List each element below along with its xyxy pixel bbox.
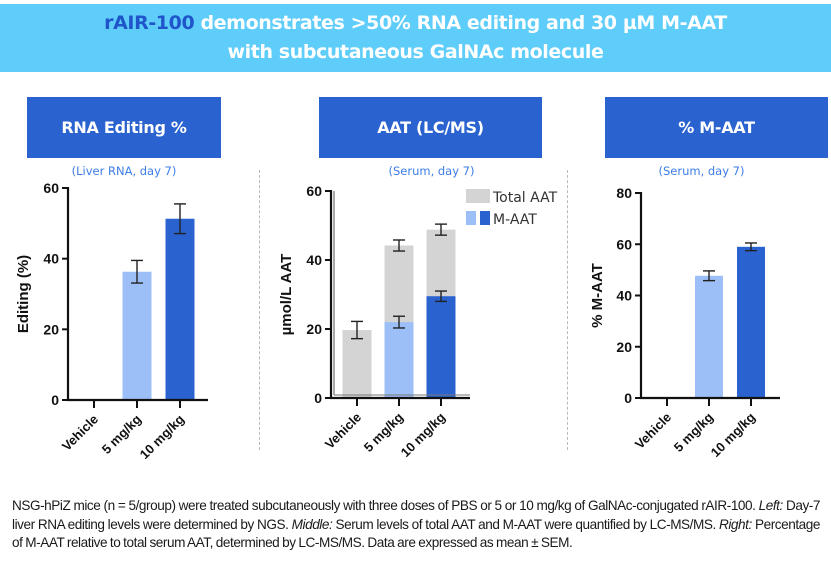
y-tick-label: 20	[43, 321, 59, 337]
panel-divider-left	[259, 170, 260, 450]
panel-divider-right	[567, 170, 568, 450]
x-tick-label: Vehicle	[59, 412, 101, 454]
legend-swatch-m-aat-low	[466, 211, 476, 225]
title-banner: rAIR-100 demonstrates >50% RNA editing a…	[0, 4, 831, 72]
y-axis-label: µmol/L AAT	[278, 254, 295, 336]
panel-subtitle-rna-editing: (Liver RNA, day 7)	[71, 164, 177, 178]
y-axis-label: Editing (%)	[15, 255, 32, 333]
title-line-2: with subcutaneous GalNAc molecule	[227, 41, 604, 63]
legend-swatch-total-aat	[466, 189, 490, 203]
x-tick-label: Vehicle	[632, 410, 674, 452]
y-axis-label: % M-AAT	[589, 263, 606, 328]
caption-part-2: Day-7 liver RNA editing levels were dete…	[12, 498, 820, 532]
y-tick-label: 60	[616, 236, 632, 252]
bar--m-aat-3	[737, 246, 765, 398]
y-tick-label: 40	[616, 288, 632, 304]
y-tick-label: 0	[51, 392, 59, 408]
x-tick-label: 10 mg/kg	[398, 409, 448, 459]
caption-left-label: Left:	[758, 498, 784, 513]
y-tick-label: 40	[306, 252, 322, 268]
bar-m-aat-3	[426, 296, 456, 398]
legend-swatch-m-aat-high	[480, 211, 490, 225]
bar-editing-3	[165, 218, 195, 400]
x-tick-label: 10 mg/kg	[137, 411, 187, 461]
caption-right-label: Right:	[719, 516, 752, 532]
panel-subtitle-m-aat: (Serum, day 7)	[658, 164, 745, 178]
y-tick-label: 0	[624, 390, 632, 406]
bar-m-aat-2	[384, 322, 414, 398]
title-line-1: rAIR-100 demonstrates >50% RNA editing a…	[104, 9, 727, 38]
y-tick-label: 80	[616, 185, 632, 201]
caption-part-1: NSG-hPiZ mice (n = 5/group) were treated…	[12, 498, 759, 513]
y-tick-label: 40	[43, 251, 59, 267]
caption-middle-label: Middle:	[291, 516, 333, 532]
panel-header-rna-editing: RNA Editing %	[27, 97, 221, 158]
bar-editing-2	[122, 271, 152, 400]
panel-header-m-aat: % M-AAT	[605, 97, 828, 158]
y-tick-label: 0	[314, 390, 322, 406]
y-tick-label: 60	[306, 183, 322, 199]
bar--m-aat-2	[695, 275, 723, 398]
panel-subtitle-aat: (Serum, day 7)	[388, 164, 475, 178]
title-line-1-text: demonstrates >50% RNA editing and 30 µM …	[194, 12, 727, 34]
figure-caption: NSG-hPiZ mice (n = 5/group) were treated…	[12, 497, 820, 553]
bar-total-aat-1	[342, 330, 372, 398]
y-tick-label: 20	[306, 321, 322, 337]
y-tick-label: 20	[616, 339, 632, 355]
legend-label-total-aat: Total AAT	[492, 190, 558, 206]
panel-header-aat: AAT (LC/MS)	[319, 97, 542, 158]
brand-name: rAIR-100	[104, 12, 195, 34]
x-tick-label: Vehicle	[322, 410, 364, 452]
caption-part-3: Serum levels of total AAT and M-AAT were…	[332, 516, 719, 532]
caption-part-4: Percentage of M-AAT relative to total se…	[12, 516, 821, 551]
x-tick-label: 10 mg/kg	[708, 409, 758, 459]
legend-label-m-aat: M-AAT	[493, 212, 537, 228]
y-tick-label: 60	[43, 180, 59, 196]
legend: Total AAT M-AAT	[466, 189, 558, 228]
